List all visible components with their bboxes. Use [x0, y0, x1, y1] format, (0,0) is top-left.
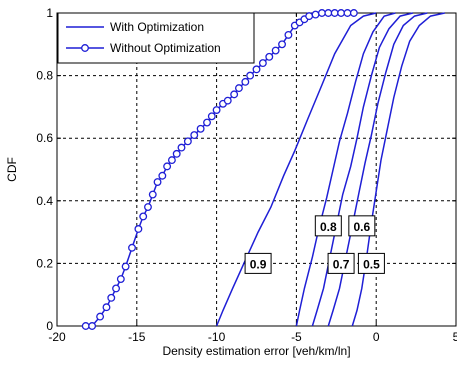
y-tick-label: 0.8 — [36, 69, 53, 83]
data-point — [278, 40, 286, 49]
legend-label-without-optimization: Without Optimization — [110, 41, 221, 55]
data-point — [116, 275, 125, 283]
y-axis-label: CDF — [5, 157, 19, 182]
data-point — [144, 203, 152, 212]
series-line-with-optimization-0.9 — [215, 12, 377, 327]
annotation-label: 0.5 — [363, 257, 380, 271]
data-point — [163, 162, 172, 171]
series-line-with-optimization-0.5 — [351, 12, 445, 327]
y-tick-label: 0 — [46, 319, 53, 333]
data-point — [167, 156, 176, 165]
annotation-box — [314, 215, 342, 237]
annotation-0.5: 0.5 — [357, 252, 385, 274]
data-point — [203, 118, 211, 127]
legend-label-with-optimization: With Optimization — [110, 20, 204, 34]
data-point — [81, 322, 90, 330]
annotation-label: 0.8 — [320, 220, 337, 234]
annotation-box — [348, 215, 376, 237]
annotation-box — [327, 252, 355, 274]
data-point — [158, 171, 167, 180]
x-tick-label: -10 — [208, 330, 226, 344]
data-point — [330, 9, 339, 17]
data-point — [96, 312, 105, 321]
series-layer — [81, 9, 445, 330]
data-point — [207, 112, 216, 121]
x-axis-label: Density estimation error [veh/km/ln] — [162, 344, 350, 358]
data-point — [246, 71, 255, 80]
legend: With Optimization Without Optimization — [57, 12, 255, 64]
plot-frame — [56, 12, 457, 327]
data-point — [343, 9, 352, 17]
annotation-label: 0.9 — [250, 257, 267, 271]
data-point — [102, 303, 111, 312]
data-point — [265, 52, 274, 61]
data-point — [324, 9, 333, 17]
data-point — [148, 190, 157, 199]
y-tick-label: 0.2 — [36, 256, 53, 270]
data-point — [349, 9, 358, 17]
data-point — [139, 212, 148, 221]
data-point — [271, 46, 280, 55]
series-line-with-optimization-0.8 — [295, 12, 396, 327]
legend-marker-circle — [81, 44, 89, 52]
annotation-0.9: 0.9 — [244, 252, 272, 274]
data-point — [121, 262, 130, 271]
series-line-with-optimization-0.6 — [327, 12, 428, 327]
annotation-box — [244, 252, 272, 274]
data-point — [212, 106, 221, 114]
annotation-0.8: 0.8 — [314, 215, 342, 237]
data-point — [234, 84, 243, 93]
x-tick-label: 0 — [373, 330, 380, 344]
data-point — [88, 322, 97, 330]
data-point — [128, 243, 136, 252]
data-point — [305, 12, 314, 21]
annotation-label: 0.6 — [353, 220, 370, 234]
data-point — [107, 293, 116, 302]
data-point — [112, 284, 121, 293]
data-point — [223, 96, 232, 105]
data-point — [284, 30, 293, 39]
data-point — [230, 90, 239, 99]
y-tick-label: 0.4 — [36, 194, 53, 208]
data-point — [177, 143, 186, 152]
annotation-box — [357, 252, 385, 274]
annotation-layer: 0.9 0.8 0.6 0.7 0.5 — [244, 215, 385, 274]
data-point — [311, 10, 320, 19]
data-point — [190, 131, 199, 140]
data-point — [317, 9, 326, 17]
data-point — [241, 77, 250, 86]
data-point — [196, 124, 205, 133]
annotation-0.6: 0.6 — [348, 215, 376, 237]
axis-ticks: -20 -15 -10 -5 0 5 0 0.2 0.4 0.6 0.8 1 — [36, 6, 457, 344]
data-point — [183, 137, 192, 146]
data-point — [337, 9, 346, 17]
data-point — [258, 59, 267, 68]
series-line-with-optimization-0.7 — [311, 12, 414, 327]
data-point — [252, 65, 261, 74]
annotation-label: 0.7 — [333, 257, 350, 271]
y-tick-label: 1 — [46, 6, 53, 20]
y-tick-label: 0.6 — [36, 131, 53, 145]
x-tick-label: -5 — [291, 330, 302, 344]
data-point — [153, 178, 162, 186]
data-point — [172, 149, 181, 158]
x-tick-label: -15 — [128, 330, 146, 344]
data-point — [134, 225, 143, 233]
annotation-0.7: 0.7 — [327, 252, 355, 274]
legend-box — [57, 12, 255, 64]
x-tick-label: 5 — [453, 330, 457, 344]
x-tick-label: -20 — [48, 330, 66, 344]
